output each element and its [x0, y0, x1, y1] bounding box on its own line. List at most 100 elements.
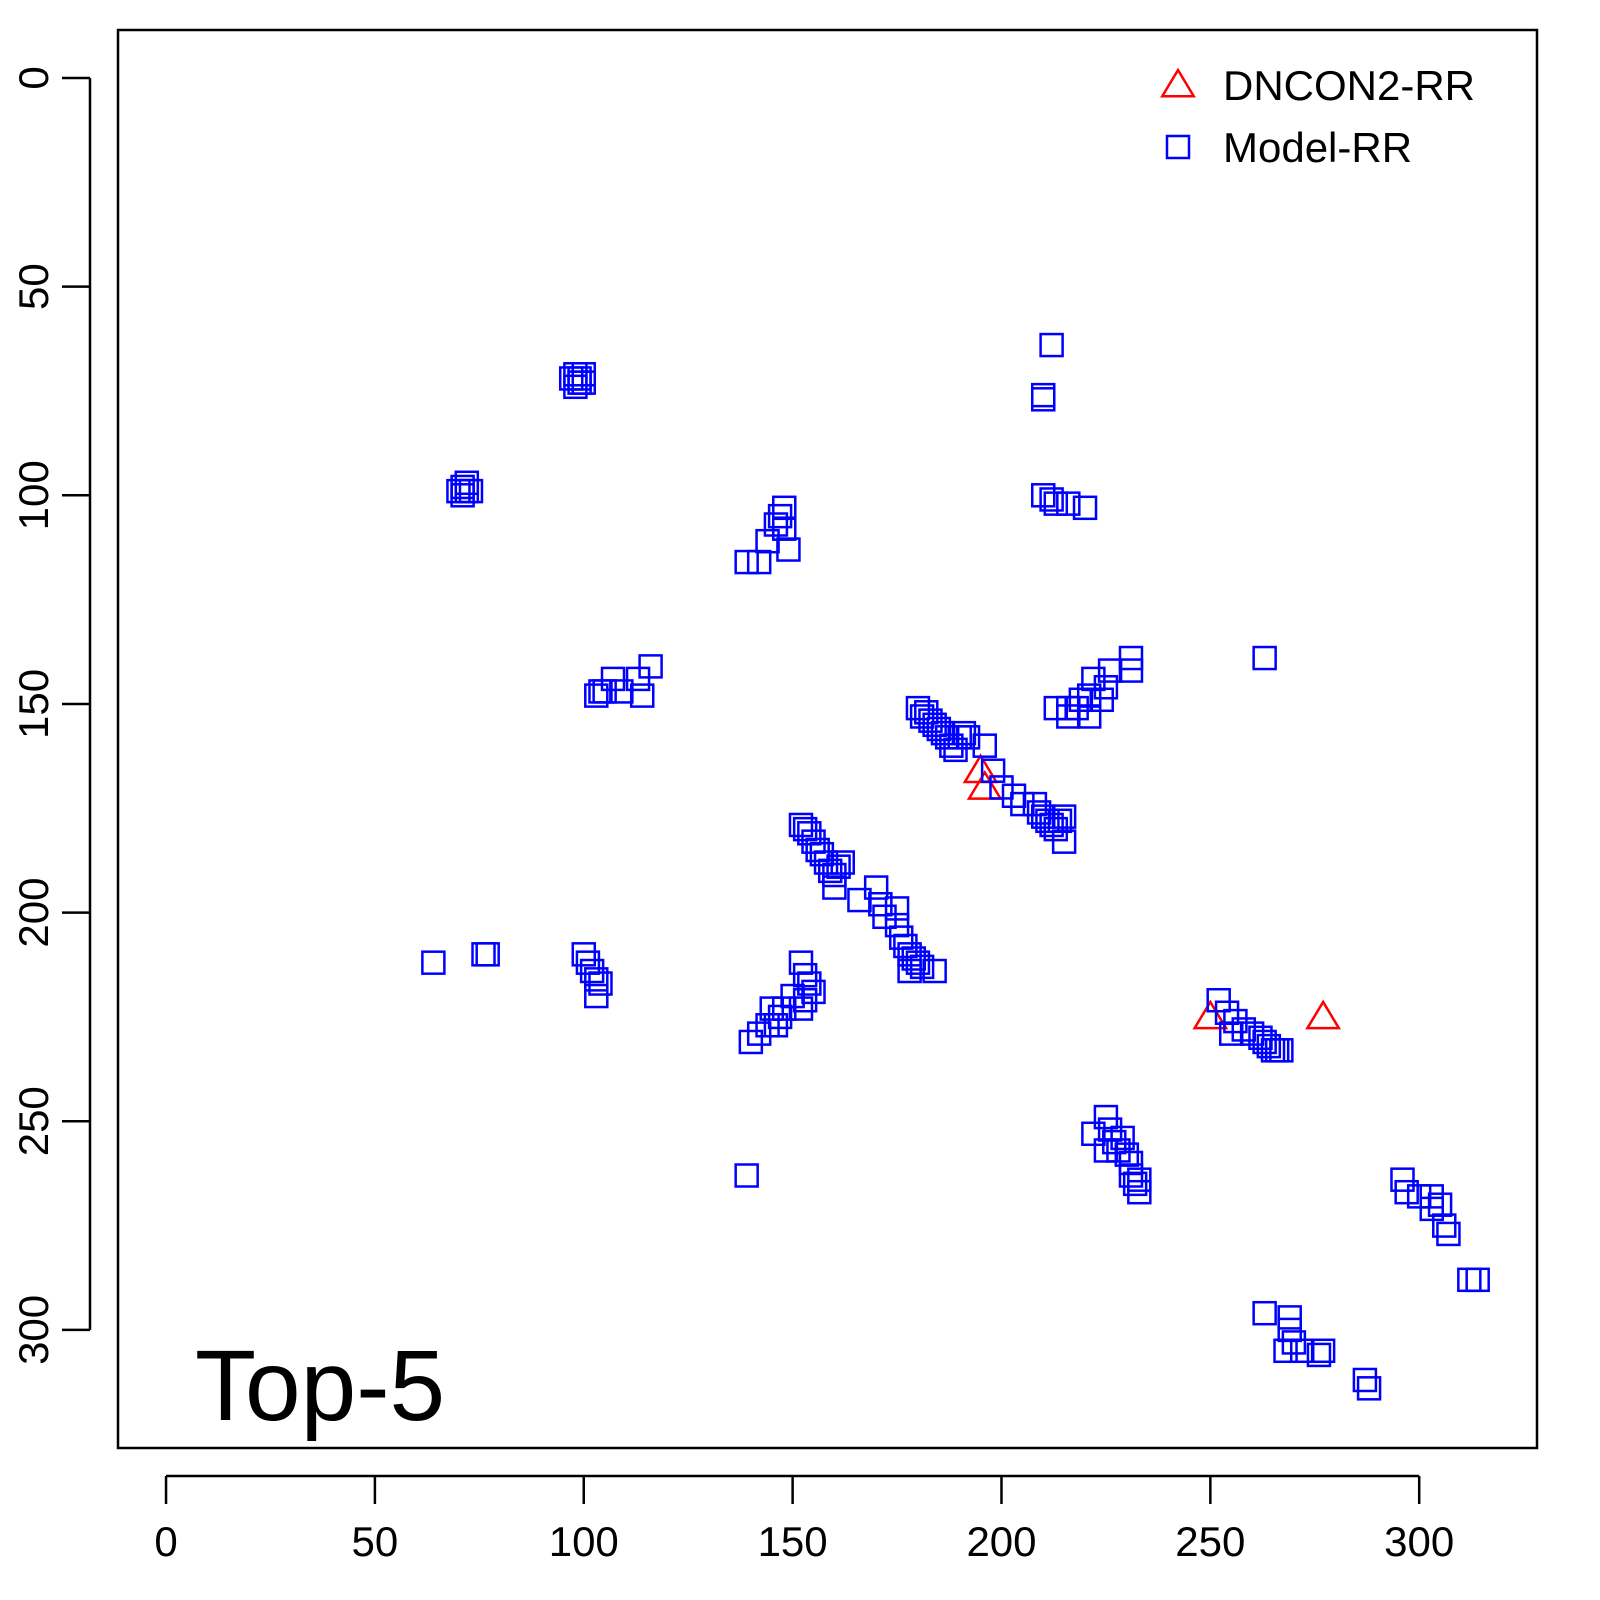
- point: [822, 875, 847, 900]
- point: [1252, 645, 1277, 671]
- point: [1056, 704, 1081, 729]
- point: [1089, 687, 1114, 713]
- x-tick-label: 200: [966, 1518, 1036, 1565]
- point: [1039, 332, 1064, 358]
- point: [972, 733, 998, 758]
- point: [1031, 483, 1056, 508]
- point: [1465, 1267, 1490, 1293]
- point: [746, 1021, 772, 1046]
- point: [638, 654, 663, 679]
- x-tick-label: 50: [352, 1518, 399, 1565]
- point: [734, 549, 759, 575]
- point: [1097, 658, 1123, 683]
- point: [1051, 804, 1077, 829]
- point: [792, 962, 818, 988]
- point: [575, 950, 601, 975]
- point: [918, 708, 943, 733]
- point: [746, 549, 772, 575]
- y-tick-label: 50: [10, 263, 57, 310]
- point: [1436, 1221, 1461, 1247]
- legend-marker: [1165, 134, 1191, 160]
- point: [966, 769, 1003, 800]
- point: [1110, 1125, 1135, 1151]
- point: [1118, 658, 1144, 683]
- point: [893, 933, 918, 959]
- point: [475, 942, 500, 967]
- point: [1093, 675, 1119, 700]
- point: [1214, 1000, 1240, 1026]
- point: [1356, 1376, 1382, 1401]
- point: [625, 666, 651, 692]
- point: [584, 983, 609, 1009]
- point: [1457, 1267, 1482, 1293]
- point: [922, 712, 947, 738]
- point: [1031, 387, 1056, 412]
- point: [884, 896, 910, 921]
- point: [1102, 1129, 1127, 1155]
- point: [1269, 1038, 1294, 1063]
- point: [1248, 1025, 1273, 1051]
- point: [922, 958, 947, 984]
- point: [905, 950, 931, 975]
- point: [1352, 1367, 1378, 1393]
- point: [1394, 1179, 1419, 1205]
- point: [897, 942, 922, 967]
- point: [962, 753, 999, 784]
- point: [1419, 1184, 1444, 1209]
- point: [1043, 695, 1069, 721]
- x-tick-label: 300: [1384, 1518, 1454, 1565]
- y-tick-label: 0: [10, 66, 57, 89]
- point: [1256, 1033, 1282, 1059]
- point: [1273, 1338, 1298, 1364]
- x-tick-label: 100: [549, 1518, 619, 1565]
- x-tick-label: 250: [1175, 1518, 1245, 1565]
- plot-frame: [116, 28, 1539, 1450]
- point: [939, 733, 964, 758]
- point: [1010, 791, 1035, 817]
- point: [1305, 999, 1342, 1030]
- y-tick-label: 150: [10, 669, 57, 739]
- point: [1056, 695, 1081, 721]
- point: [1035, 808, 1060, 834]
- point: [792, 816, 818, 842]
- point: [759, 996, 784, 1021]
- point: [1093, 1104, 1119, 1130]
- point: [780, 983, 805, 1009]
- y-tick-label: 100: [10, 460, 57, 530]
- point: [955, 725, 981, 750]
- point: [1122, 1171, 1148, 1197]
- legend-label: DNCON2-RR: [1223, 62, 1475, 109]
- point: [1310, 1338, 1336, 1364]
- point: [989, 775, 1014, 800]
- point: [901, 946, 927, 971]
- point: [980, 758, 1006, 783]
- point: [1192, 999, 1229, 1030]
- legend-label: Model-RR: [1223, 124, 1412, 171]
- point: [805, 837, 830, 863]
- point: [772, 996, 797, 1021]
- y-tick-label: 250: [10, 1086, 57, 1156]
- point: [421, 950, 446, 975]
- point: [571, 942, 597, 967]
- point: [446, 478, 471, 504]
- point: [1039, 812, 1064, 838]
- point: [801, 829, 826, 854]
- point: [951, 720, 977, 746]
- y-tick-label: 300: [10, 1295, 57, 1365]
- point: [847, 887, 872, 913]
- point: [1039, 487, 1064, 512]
- point: [1056, 491, 1081, 516]
- point: [588, 971, 613, 996]
- point: [1118, 1163, 1144, 1188]
- point: [813, 850, 839, 875]
- point: [822, 862, 847, 888]
- point: [1127, 1179, 1152, 1205]
- point: [897, 958, 922, 984]
- point: [1106, 1138, 1131, 1163]
- point: [914, 700, 939, 725]
- point: [1076, 704, 1102, 729]
- point: [1022, 791, 1048, 817]
- point: [579, 958, 605, 984]
- legend-marker: [1160, 67, 1196, 98]
- x-tick-label: 150: [758, 1518, 828, 1565]
